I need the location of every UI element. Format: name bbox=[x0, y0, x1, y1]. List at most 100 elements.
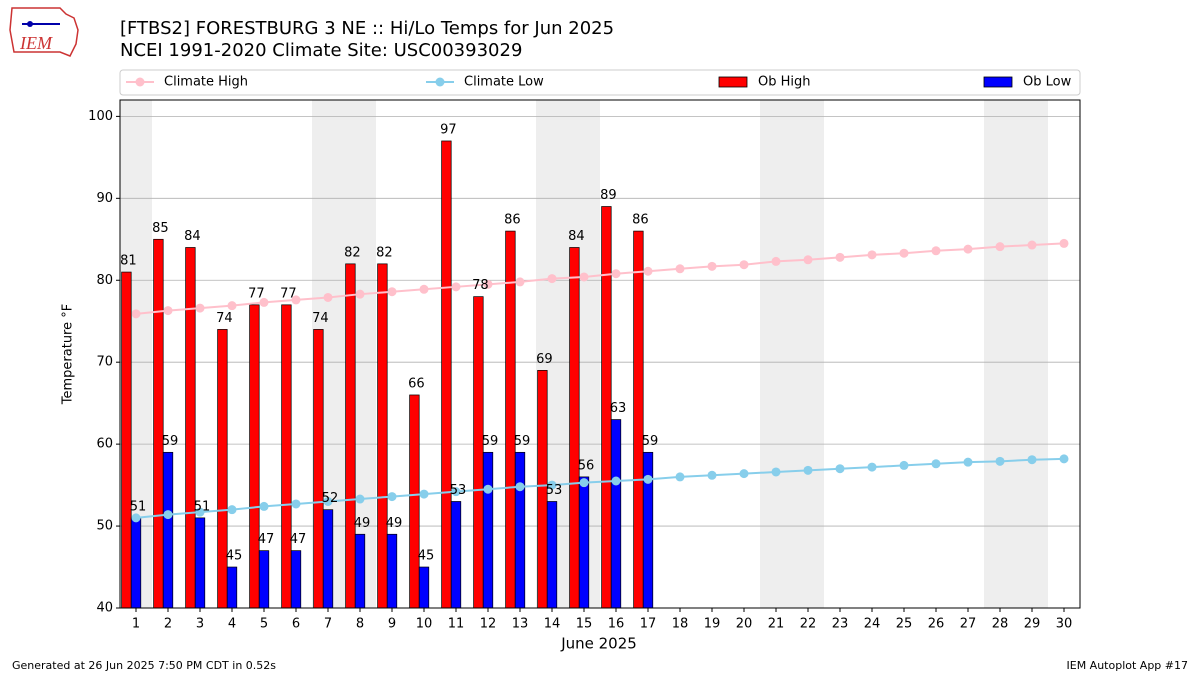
point bbox=[451, 487, 461, 497]
legend-label: Climate High bbox=[164, 75, 248, 90]
point bbox=[995, 242, 1005, 252]
data-label: 84 bbox=[184, 229, 201, 244]
point bbox=[643, 474, 653, 484]
x-tick-label: 2 bbox=[164, 617, 172, 632]
data-label: 86 bbox=[632, 213, 649, 228]
point bbox=[291, 295, 301, 305]
point bbox=[867, 250, 877, 260]
bar bbox=[258, 550, 270, 609]
data-label: 59 bbox=[482, 434, 499, 449]
point bbox=[195, 303, 205, 313]
y-tick-label: 80 bbox=[96, 273, 113, 288]
point bbox=[131, 309, 141, 319]
legend-marker bbox=[435, 77, 445, 87]
point bbox=[227, 505, 237, 515]
x-tick-label: 22 bbox=[800, 617, 817, 632]
point bbox=[931, 459, 941, 469]
y-tick-label: 40 bbox=[96, 601, 113, 616]
point bbox=[707, 470, 717, 480]
data-label: 53 bbox=[546, 483, 563, 498]
point bbox=[611, 476, 621, 486]
legend-label: Ob Low bbox=[1023, 75, 1072, 90]
point bbox=[803, 255, 813, 265]
x-tick-label: 25 bbox=[896, 617, 913, 632]
bar bbox=[281, 304, 292, 609]
point bbox=[227, 301, 237, 311]
point bbox=[739, 469, 749, 479]
point bbox=[547, 480, 557, 490]
point bbox=[547, 274, 557, 284]
bar bbox=[345, 263, 356, 609]
data-label: 56 bbox=[578, 458, 595, 473]
bar bbox=[226, 566, 238, 609]
bar bbox=[162, 451, 174, 609]
x-tick-label: 20 bbox=[736, 617, 753, 632]
point bbox=[1059, 238, 1069, 248]
x-tick-label: 4 bbox=[228, 617, 236, 632]
data-label: 84 bbox=[568, 229, 585, 244]
bar bbox=[569, 247, 580, 609]
data-label: 47 bbox=[290, 532, 307, 547]
bar bbox=[546, 501, 558, 609]
point bbox=[995, 456, 1005, 466]
x-tick-label: 14 bbox=[544, 617, 561, 632]
point bbox=[771, 467, 781, 477]
data-label: 77 bbox=[280, 286, 297, 301]
bar bbox=[130, 517, 142, 609]
bar bbox=[194, 517, 206, 609]
bar bbox=[386, 533, 398, 609]
y-tick-label: 90 bbox=[96, 191, 113, 206]
point bbox=[483, 484, 493, 494]
data-label: 86 bbox=[504, 213, 521, 228]
data-label: 97 bbox=[440, 122, 457, 137]
plot-frame bbox=[119, 99, 1081, 609]
point bbox=[579, 478, 589, 488]
x-tick-label: 30 bbox=[1056, 617, 1073, 632]
legend-marker bbox=[135, 77, 145, 87]
bar bbox=[633, 230, 644, 609]
y-tick-label: 50 bbox=[96, 519, 113, 534]
chart-subtitle: NCEI 1991-2020 Climate Site: USC00393029 bbox=[120, 40, 522, 61]
x-tick-label: 10 bbox=[416, 617, 433, 632]
logo-text: IEM bbox=[19, 33, 53, 53]
data-label: 59 bbox=[162, 434, 179, 449]
data-label: 74 bbox=[216, 311, 233, 326]
data-label: 47 bbox=[258, 532, 275, 547]
bar bbox=[514, 451, 526, 609]
plot bbox=[120, 100, 1080, 609]
point bbox=[387, 492, 397, 502]
point bbox=[579, 272, 589, 282]
y-tick-label: 70 bbox=[96, 355, 113, 370]
data-label: 66 bbox=[408, 376, 425, 391]
x-tick-label: 19 bbox=[704, 617, 721, 632]
point bbox=[899, 248, 909, 258]
point bbox=[195, 507, 205, 517]
point bbox=[131, 513, 141, 523]
point bbox=[675, 472, 685, 482]
point bbox=[707, 261, 717, 271]
legend-swatch bbox=[718, 76, 748, 88]
data-label: 49 bbox=[386, 516, 403, 531]
data-label: 81 bbox=[120, 254, 137, 269]
point bbox=[1027, 240, 1037, 250]
x-tick-label: 7 bbox=[324, 617, 332, 632]
legend-box bbox=[119, 69, 1081, 96]
bar bbox=[313, 329, 324, 609]
legend-swatch bbox=[983, 76, 1013, 88]
bar bbox=[377, 263, 388, 609]
x-tick-label: 8 bbox=[356, 617, 364, 632]
bar bbox=[354, 533, 366, 609]
x-tick-label: 26 bbox=[928, 617, 945, 632]
bar bbox=[217, 329, 228, 609]
point bbox=[163, 306, 173, 316]
data-label: 82 bbox=[376, 245, 393, 260]
point bbox=[259, 297, 269, 307]
point bbox=[803, 465, 813, 475]
point bbox=[611, 269, 621, 279]
bar bbox=[418, 566, 430, 609]
bar bbox=[290, 550, 302, 609]
point bbox=[387, 287, 397, 297]
bar bbox=[450, 501, 462, 609]
x-tick-label: 13 bbox=[512, 617, 529, 632]
footer-left: Generated at 26 Jun 2025 7:50 PM CDT in … bbox=[12, 659, 276, 672]
